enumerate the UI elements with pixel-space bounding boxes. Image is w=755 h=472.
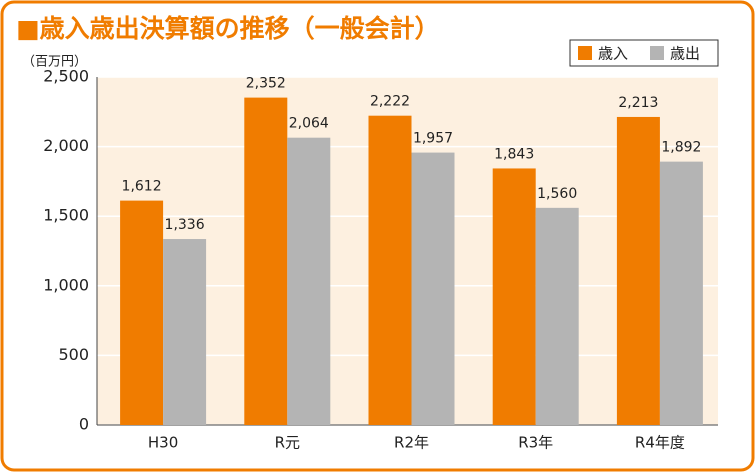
bar — [535, 207, 579, 425]
data-label: 1,612 — [122, 179, 162, 195]
bar — [163, 239, 207, 425]
legend-box — [569, 39, 719, 67]
x-tick-label: R3年 — [518, 434, 553, 452]
x-tick-label: R元 — [275, 434, 300, 452]
bar — [287, 137, 331, 425]
y-tick-label: 2,500 — [43, 67, 89, 86]
y-tick-label: 0 — [79, 415, 89, 434]
x-tick-label: R2年 — [394, 434, 429, 452]
y-tick-label: 1,000 — [43, 275, 89, 294]
bar — [616, 116, 660, 425]
data-label: 2,222 — [370, 94, 410, 110]
data-label: 1,957 — [413, 131, 453, 147]
x-tick-label: H30 — [148, 434, 178, 452]
bar — [368, 115, 412, 425]
data-label: 1,843 — [494, 146, 534, 162]
data-label: 1,560 — [537, 186, 577, 202]
bar — [492, 168, 536, 425]
y-tick-label: 2,000 — [43, 136, 89, 155]
legend-label: 歳出 — [670, 45, 700, 63]
legend-swatch — [650, 46, 664, 60]
bar — [411, 152, 455, 425]
legend-label: 歳入 — [598, 45, 628, 63]
data-label: 2,352 — [246, 76, 286, 92]
y-tick-label: 1,500 — [43, 206, 89, 225]
legend-swatch — [578, 46, 592, 60]
data-label: 1,892 — [661, 140, 701, 156]
x-tick-label: R4年度 — [635, 434, 685, 452]
y-axis-label: （百万円） — [22, 55, 87, 70]
data-label: 2,213 — [618, 95, 658, 111]
bar — [120, 200, 164, 425]
bar — [244, 97, 288, 426]
data-label: 2,064 — [289, 116, 329, 132]
y-tick-label: 500 — [58, 345, 89, 364]
bar — [659, 161, 703, 425]
data-label: 1,336 — [165, 217, 205, 233]
chart-title: ■歳入歳出決算額の推移（一般会計） — [16, 14, 440, 43]
